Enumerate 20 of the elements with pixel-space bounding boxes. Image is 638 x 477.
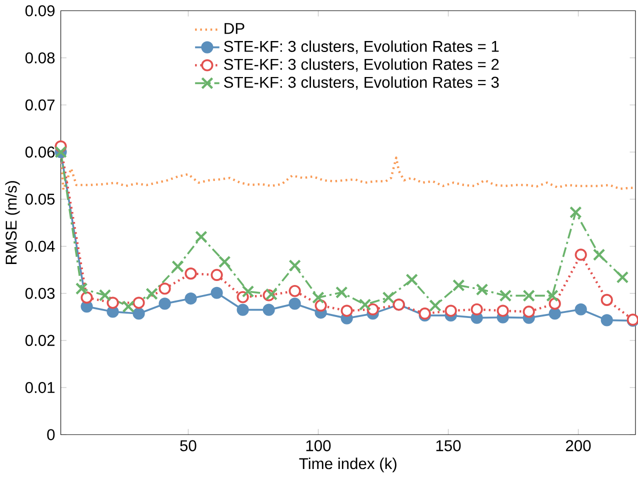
- y-tick-label: 0.04: [25, 240, 55, 252]
- legend-label: DP: [224, 22, 244, 34]
- y-tick-label: 0.08: [25, 52, 55, 64]
- x-tick-label: 100: [306, 440, 331, 451]
- x-tick-label: 50: [180, 440, 196, 451]
- legend-label: STE-KF: 3 clusters, Evolution Rates = 2: [224, 58, 499, 72]
- y-tick-label: 0.06: [25, 146, 55, 158]
- y-tick-label: 0.05: [25, 193, 55, 204]
- x-tick-label: 150: [436, 440, 461, 451]
- y-tick-label: 0.09: [25, 4, 55, 16]
- y-tick-label: 0.02: [25, 334, 54, 346]
- y-axis-title: RMSE (m/s): [5, 180, 20, 264]
- legend-label: STE-KF: 3 clusters, Evolution Rates = 3: [224, 76, 499, 90]
- y-tick-label: 0.07: [25, 99, 54, 110]
- x-tick-label: 200: [566, 440, 591, 451]
- y-tick-label: 0.01: [25, 382, 55, 393]
- x-axis-title: Time index (k): [299, 457, 396, 472]
- y-tick-label: 0.03: [25, 288, 55, 299]
- legend-label: STE-KF: 3 clusters, Evolution Rates = 1: [224, 40, 499, 54]
- y-tick-label: 0: [47, 428, 55, 440]
